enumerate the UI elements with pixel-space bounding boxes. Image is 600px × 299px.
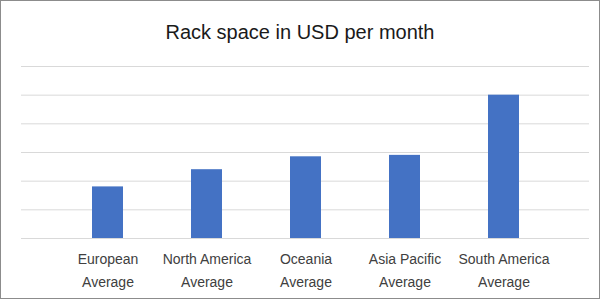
svg-text:North AmericaAverage: North AmericaAverage xyxy=(163,251,252,289)
svg-text:EuropeanAverage: EuropeanAverage xyxy=(78,251,139,289)
html-text:Rack space in USD per month: Rack space in USD per month xyxy=(165,21,435,43)
svg-text:OceaniaAverage: OceaniaAverage xyxy=(280,251,332,289)
svg-text:Asia PacificAverage: Asia PacificAverage xyxy=(369,251,441,289)
svg-text:South AmericaAverage: South AmericaAverage xyxy=(458,251,549,289)
